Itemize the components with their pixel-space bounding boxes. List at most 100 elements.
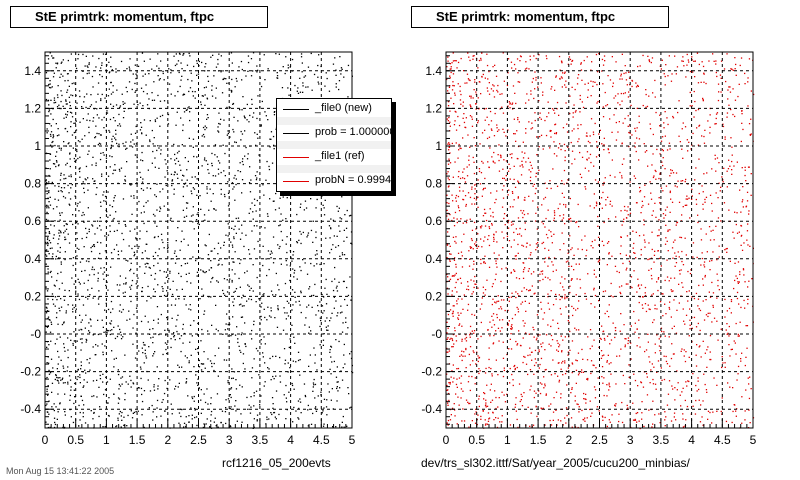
data-point (122, 103, 124, 105)
data-point (277, 77, 279, 79)
data-point (212, 175, 214, 177)
data-point (183, 216, 186, 218)
data-point (145, 243, 147, 245)
data-point (289, 338, 291, 340)
data-point (64, 350, 66, 352)
data-point (79, 419, 81, 421)
data-point (137, 65, 140, 67)
data-point (48, 110, 50, 113)
data-point (496, 316, 498, 319)
data-point (138, 200, 140, 203)
data-point (77, 202, 79, 205)
data-point (621, 143, 623, 145)
data-point (447, 337, 449, 339)
data-point (80, 368, 82, 370)
data-point (254, 204, 256, 206)
data-point (351, 371, 354, 374)
data-point (513, 63, 516, 66)
data-point (468, 79, 470, 81)
data-point (739, 273, 741, 276)
data-point (577, 77, 579, 79)
data-point (446, 202, 448, 204)
data-point (81, 138, 83, 140)
data-point (92, 297, 94, 299)
data-point (284, 282, 287, 285)
data-point (685, 419, 687, 421)
data-point (253, 418, 255, 420)
data-point (455, 263, 457, 266)
data-point (529, 289, 531, 291)
data-point (225, 422, 227, 425)
data-point (203, 136, 206, 138)
data-point (746, 191, 749, 193)
data-point (497, 300, 500, 302)
data-point (226, 313, 228, 315)
data-point (322, 425, 325, 427)
data-point (297, 400, 300, 402)
data-point (47, 244, 49, 247)
data-point (447, 424, 449, 426)
data-point (256, 71, 258, 73)
data-point (193, 188, 196, 190)
data-point (560, 76, 563, 78)
data-point (563, 183, 565, 185)
data-point (492, 84, 494, 86)
data-point (566, 297, 568, 299)
data-point (494, 390, 496, 392)
data-point (452, 60, 455, 62)
data-point (54, 296, 57, 298)
data-point (647, 333, 649, 335)
data-point (88, 330, 90, 332)
data-point (64, 393, 66, 395)
data-point (544, 257, 547, 259)
data-point (747, 223, 749, 225)
data-point (465, 126, 467, 129)
data-point (67, 304, 69, 306)
data-point (66, 73, 69, 75)
data-point (206, 186, 208, 188)
data-point (71, 184, 73, 186)
data-point (199, 257, 201, 259)
data-point (464, 195, 467, 197)
data-point (194, 407, 196, 410)
data-point (263, 54, 265, 56)
data-point (135, 125, 137, 128)
data-point (288, 302, 290, 304)
data-point (451, 346, 453, 348)
data-point (211, 324, 213, 326)
data-point (453, 124, 456, 126)
data-point (77, 295, 79, 297)
data-point (609, 386, 611, 388)
data-point (692, 132, 694, 135)
data-point (108, 61, 110, 63)
data-point (614, 95, 617, 97)
data-point (469, 332, 472, 334)
data-point (224, 294, 226, 296)
data-point (322, 312, 324, 314)
data-point (291, 309, 293, 311)
data-point (687, 59, 689, 61)
data-point (335, 376, 338, 378)
data-point (203, 214, 206, 216)
data-point (278, 207, 280, 209)
data-point (511, 373, 513, 376)
data-point (531, 122, 533, 124)
data-point (215, 97, 217, 99)
data-point (745, 356, 747, 358)
data-point (89, 318, 91, 320)
data-point (173, 252, 176, 254)
data-point (485, 402, 487, 404)
data-point (154, 222, 156, 224)
data-point (711, 210, 713, 212)
data-point (300, 311, 302, 314)
data-point (223, 170, 225, 172)
data-point (650, 274, 653, 277)
data-point (265, 115, 267, 117)
data-point (465, 348, 467, 351)
data-point (106, 402, 108, 404)
data-point (572, 116, 574, 118)
data-point (99, 201, 102, 203)
data-point (54, 101, 57, 104)
data-point (532, 200, 534, 202)
data-point (462, 199, 465, 201)
